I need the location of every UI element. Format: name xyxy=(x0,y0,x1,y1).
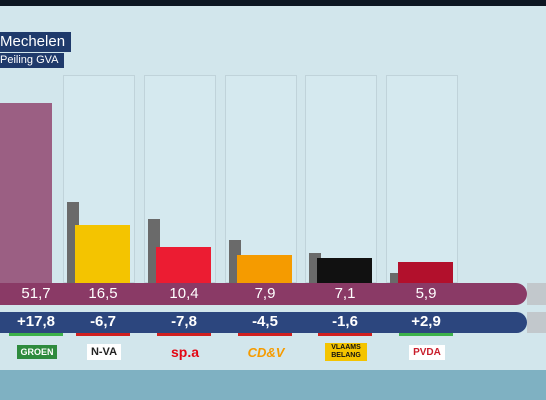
party-logo-1: N-VA xyxy=(73,342,135,362)
result-bar-2 xyxy=(156,247,211,283)
result-bar-5 xyxy=(398,262,453,283)
result-bar-1 xyxy=(75,225,130,283)
change-row xyxy=(0,312,527,333)
change-label-5: +2,9 xyxy=(411,313,441,330)
party-logo-text-0: GROEN xyxy=(17,345,57,359)
chart-title: Mechelen xyxy=(0,32,72,52)
party-logo-text-1: N-VA xyxy=(86,344,122,360)
change-underline-5 xyxy=(399,333,453,336)
party-logo-3: CD&V xyxy=(235,342,297,362)
change-label-1: -6,7 xyxy=(90,313,116,330)
result-bar-4 xyxy=(317,258,372,283)
party-logo-text-4: VLAAMS BELANG xyxy=(325,343,367,361)
change-row-tail xyxy=(527,312,546,333)
value-label-1: 16,5 xyxy=(88,285,118,302)
change-label-2: -7,8 xyxy=(171,313,197,330)
result-row-tail xyxy=(527,283,546,305)
change-label-0: +17,8 xyxy=(17,313,55,330)
change-underline-1 xyxy=(76,333,130,336)
change-label-4: -1,6 xyxy=(332,313,358,330)
result-row xyxy=(0,283,527,305)
party-logo-2: sp.a xyxy=(154,342,216,362)
column-box-5 xyxy=(386,75,458,283)
change-underline-4 xyxy=(318,333,372,336)
party-logo-text-3: CD&V xyxy=(247,344,285,360)
value-label-3: 7,9 xyxy=(254,285,276,302)
value-label-2: 10,4 xyxy=(169,285,199,302)
party-logo-text-2: sp.a xyxy=(170,344,199,360)
previous-bar-5 xyxy=(390,273,402,283)
value-label-4: 7,1 xyxy=(334,285,356,302)
party-logo-0: GROEN xyxy=(6,342,68,362)
change-label-3: -4,5 xyxy=(252,313,278,330)
party-logo-5: PVDA xyxy=(396,342,458,362)
change-underline-3 xyxy=(238,333,292,336)
result-bar-0 xyxy=(0,103,52,283)
party-logo-text-5: PVDA xyxy=(409,344,445,360)
result-bar-3 xyxy=(237,255,292,283)
column-box-4 xyxy=(305,75,377,283)
value-label-5: 5,9 xyxy=(415,285,437,302)
party-logo-4: VLAAMS BELANG xyxy=(315,342,377,362)
change-underline-2 xyxy=(157,333,211,336)
change-underline-0 xyxy=(9,333,63,336)
footer-band xyxy=(0,370,546,400)
value-label-0: 51,7 xyxy=(21,285,51,302)
chart-subtitle: Peiling GVA xyxy=(0,53,64,68)
